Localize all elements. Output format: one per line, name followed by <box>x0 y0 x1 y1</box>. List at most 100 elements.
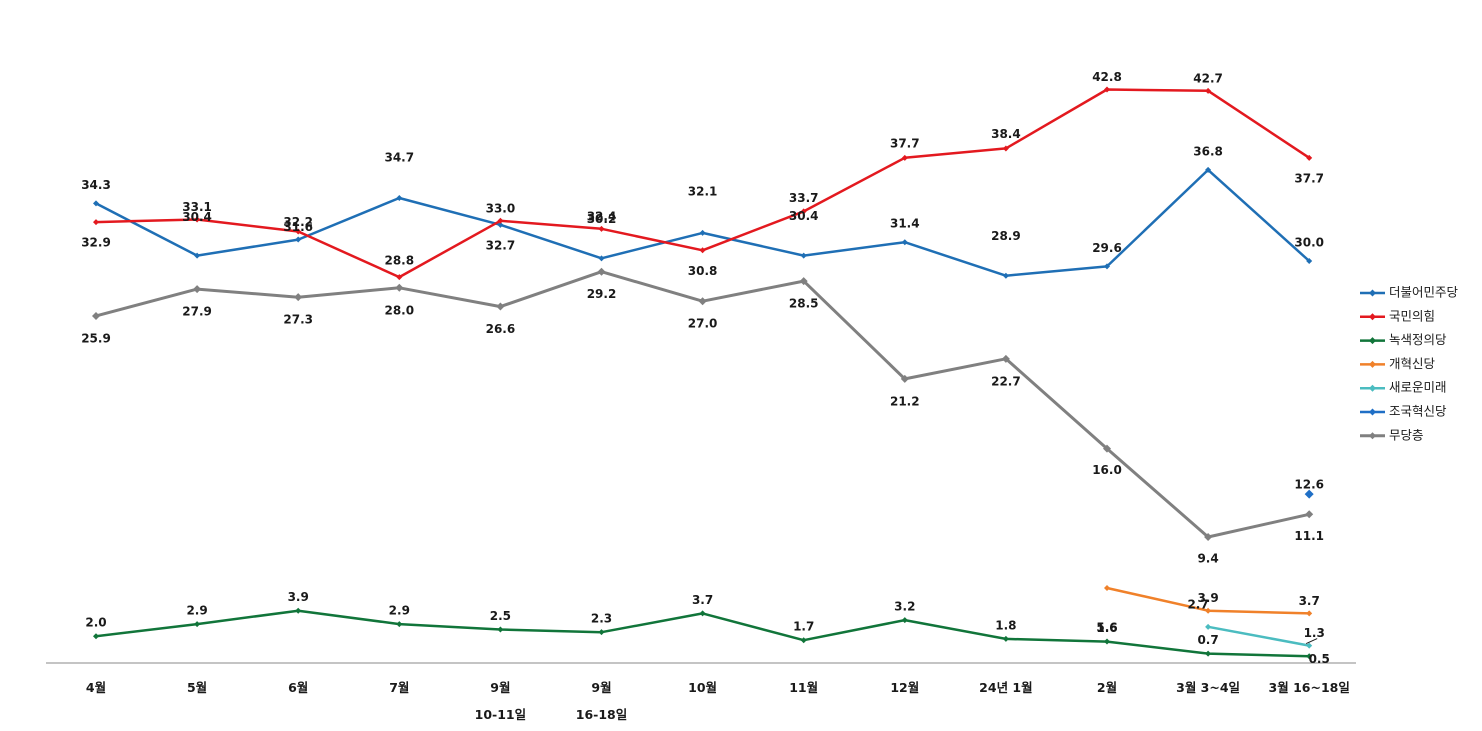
series-6-point <box>1204 533 1213 542</box>
series-6-point <box>900 374 909 383</box>
series-2-data-label: 1.8 <box>995 618 1016 632</box>
series-0-data-label: 30.0 <box>1294 236 1324 250</box>
series-1-point <box>295 228 302 235</box>
series-2-data-label: 2.9 <box>389 604 410 618</box>
series-0-point <box>396 195 403 202</box>
series-6-point <box>1001 354 1010 363</box>
data-labels: 34.3 30.4 31.6 34.7 32.7 30.2 32.1 30.4 31.4 28.9… <box>81 70 1330 666</box>
series-1-data-label: 42.7 <box>1193 71 1223 85</box>
series-1-point <box>93 219 99 226</box>
series-0-data-label: 30.4 <box>182 210 212 224</box>
legend-swatch-marker <box>1369 360 1376 368</box>
legend-swatch-marker <box>1369 432 1376 440</box>
series-1-point <box>901 154 908 161</box>
series-0-point <box>598 255 605 262</box>
series-0-point <box>1205 166 1212 173</box>
series-0-data-label: 34.3 <box>81 178 111 192</box>
series-6-point <box>294 293 303 302</box>
series-4-data-label: 1.3 <box>1304 626 1325 640</box>
series-0-point <box>497 221 504 228</box>
series-6-line <box>95 270 1310 539</box>
series-2-data-label: 1.6 <box>1096 621 1117 635</box>
series-3-point <box>1205 607 1212 614</box>
series-1-data-label: 32.2 <box>283 215 313 229</box>
series-0-data-label: 30.2 <box>587 212 617 226</box>
series-6-point <box>496 302 505 311</box>
series-6-data-label: 28.5 <box>789 297 819 311</box>
series-4-point <box>1205 623 1212 630</box>
series-0-data-label: 31.6 <box>283 220 313 234</box>
series-2-data-label: 3.2 <box>894 600 915 614</box>
series-1-point <box>396 274 403 281</box>
series-2-data-label: 1.7 <box>793 620 814 634</box>
series-1-data-label: 32.4 <box>587 209 617 223</box>
series-0-data-label: 30.4 <box>789 209 819 223</box>
x-tick-label: 10월 <box>688 680 717 695</box>
x-tick-label: 9월 16-18일 <box>576 680 627 722</box>
series-2-data-label: 3.9 <box>288 590 309 604</box>
series-2-line <box>95 609 1310 658</box>
series-6-data-label: 27.9 <box>182 305 212 319</box>
series-6-point <box>1305 510 1314 519</box>
series-2-point <box>901 617 908 624</box>
series-6-data-label: 9.4 <box>1197 552 1218 566</box>
series-6-data-label: 16.0 <box>1092 463 1122 477</box>
legend-label: 국민의힘 <box>1389 308 1435 323</box>
series-6-data-label: 29.2 <box>587 287 617 301</box>
series-0-data-label: 28.9 <box>991 229 1021 243</box>
series-6-point <box>597 267 606 276</box>
series-3-point <box>1306 610 1313 617</box>
x-tick-label: 5월 <box>187 680 207 695</box>
series-0-point <box>1306 258 1313 264</box>
series-2-point <box>93 633 99 640</box>
legend-swatch-marker <box>1369 384 1376 392</box>
series-0-point <box>93 200 99 207</box>
legend-label: 개혁신당 <box>1389 356 1436 371</box>
series-0-point <box>295 236 302 243</box>
x-tick-label: 3월 3~4일 <box>1176 680 1240 695</box>
series-0-data-label: 36.8 <box>1193 144 1223 158</box>
series-markers <box>92 86 1314 660</box>
series-4-point <box>1306 642 1313 649</box>
series-6-data-label: 27.3 <box>283 313 313 327</box>
series-1-point <box>1306 154 1313 161</box>
x-tick-label: 3월 16~18일 <box>1269 680 1350 695</box>
series-1-data-label: 33.7 <box>789 191 819 205</box>
legend-label: 새로운미래 <box>1389 380 1447 395</box>
series-0-data-label: 29.6 <box>1092 241 1122 255</box>
series-3-data-label: 5.6 <box>1096 620 1117 634</box>
series-6-point <box>1103 444 1111 453</box>
series-0-data-label: 32.7 <box>486 238 516 252</box>
legend-label: 조국혁신당 <box>1389 404 1447 419</box>
series-2-point <box>1002 635 1009 642</box>
series-6-data-label: 28.0 <box>384 303 414 317</box>
series-1-point <box>1002 145 1009 152</box>
legend-label: 더불어민주당 <box>1389 285 1459 300</box>
series-2-data-label: 0.5 <box>1309 652 1330 666</box>
series-2-data-label: 0.7 <box>1197 633 1218 647</box>
series-1-data-label: 37.7 <box>1294 171 1324 185</box>
series-5-point <box>1304 489 1314 499</box>
series-2-data-label: 2.5 <box>490 609 511 623</box>
series-2-point <box>497 626 504 633</box>
series-0-point <box>901 239 908 246</box>
legend-label: 무당층 <box>1389 427 1424 442</box>
series-2-data-label: 2.3 <box>591 612 612 626</box>
series-1-data-label: 42.8 <box>1092 70 1122 84</box>
series-6-data-label: 21.2 <box>890 394 920 408</box>
series-5-data-label: 12.6 <box>1294 478 1324 492</box>
x-tick-label: 2월 <box>1097 680 1117 695</box>
series-1-data-label: 37.7 <box>890 136 920 150</box>
series-6-data-label: 22.7 <box>991 374 1021 388</box>
series-1-point <box>194 216 201 223</box>
series-1-point <box>1104 86 1110 93</box>
series-6-data-label: 26.6 <box>486 322 516 336</box>
series-6-data-label: 25.9 <box>81 331 111 345</box>
series-4-line <box>1207 625 1310 647</box>
series-6-point <box>193 285 202 294</box>
series-0-point <box>1104 263 1110 270</box>
series-2-point <box>699 610 706 617</box>
legend-swatch-marker <box>1369 313 1376 321</box>
series-2-point <box>194 621 201 628</box>
